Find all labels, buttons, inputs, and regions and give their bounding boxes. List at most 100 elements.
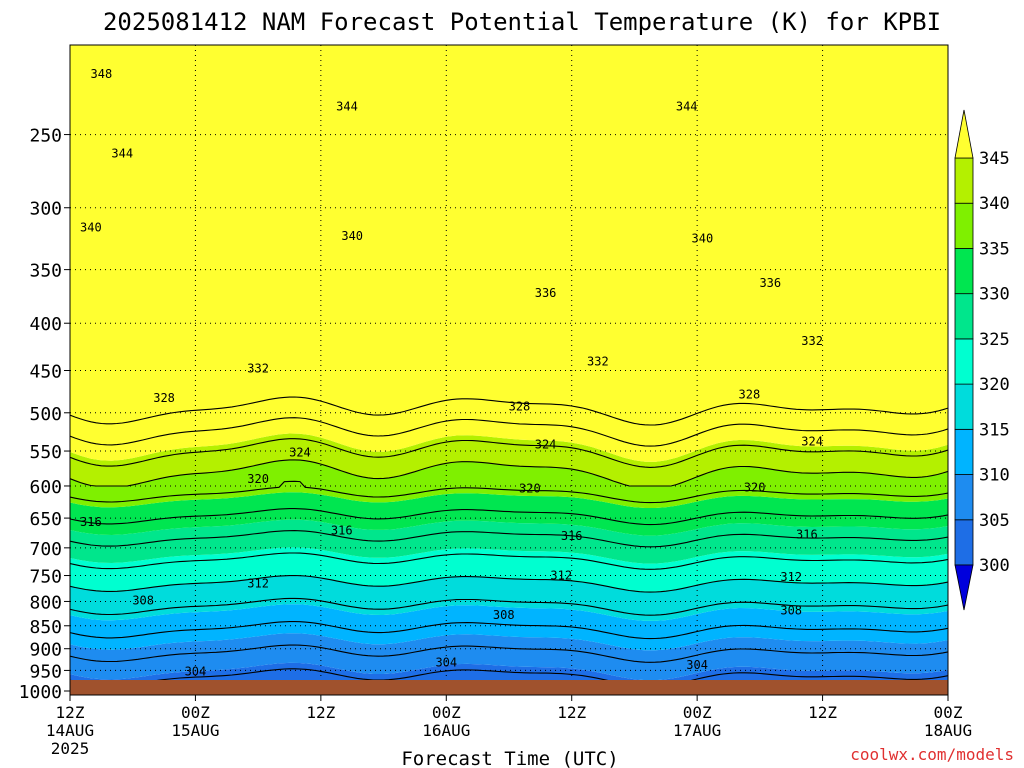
contour-label: 336	[759, 276, 781, 290]
contour-label: 304	[435, 656, 457, 670]
isentrope-324	[70, 552, 948, 570]
contour-label: 312	[780, 570, 802, 584]
colorbar-top-arrow	[954, 109, 974, 159]
y-tick-label: 700	[29, 539, 62, 560]
x-tick-time: 12Z	[557, 703, 586, 722]
contour-label: 336	[535, 286, 557, 300]
colorbar-label: 320	[979, 375, 1010, 395]
band-3	[70, 604, 948, 651]
y-tick-label: 650	[29, 509, 62, 530]
isentrope-lines	[70, 396, 948, 682]
colorbar-label: 335	[979, 239, 1010, 259]
y-tick-label: 450	[29, 361, 62, 382]
contour-label: 316	[331, 523, 353, 537]
band-7	[70, 492, 948, 536]
y-axis: 2503003504004505005506006507007508008509…	[19, 126, 70, 703]
band-8	[70, 459, 948, 508]
isentrope-304	[70, 668, 948, 682]
temperature-bands	[70, 45, 948, 682]
colorbar-label: 330	[979, 285, 1010, 305]
colorbar-segment	[954, 157, 974, 204]
contour-label: 340	[80, 220, 102, 234]
y-tick-label: 850	[29, 617, 62, 638]
contour-label: 312	[247, 576, 269, 590]
y-tick-label: 250	[29, 126, 62, 147]
contour-label: 320	[744, 480, 766, 494]
x-tick-time: 00Z	[934, 703, 963, 722]
contour-label: 344	[111, 146, 133, 160]
y-tick-label: 750	[29, 567, 62, 588]
y-tick-label: 900	[29, 640, 62, 661]
isentrope-316	[70, 597, 948, 616]
x-tick-time: 00Z	[181, 703, 210, 722]
x-axis-title: Forecast Time (UTC)	[401, 748, 618, 768]
contour-label: 328	[739, 388, 761, 402]
y-tick-label: 550	[29, 442, 62, 463]
isentrope-312	[70, 621, 948, 640]
contour-label: 324	[801, 434, 823, 448]
x-tick-time: 12Z	[56, 703, 85, 722]
y-tick-label: 950	[29, 661, 62, 682]
contour-label: 344	[336, 99, 358, 113]
colorbar-label: 315	[979, 420, 1010, 440]
isentrope-352	[70, 396, 948, 426]
y-tick-label: 300	[29, 199, 62, 220]
contour-label: 348	[91, 67, 113, 81]
contour-label: 328	[153, 391, 175, 405]
contour-label: 308	[493, 608, 515, 622]
isentrope-328	[70, 530, 948, 548]
colorbar-label: 300	[979, 556, 1010, 576]
terrain-bar	[70, 680, 948, 695]
colorbar-segment	[954, 428, 974, 475]
colorbar-label: 325	[979, 330, 1010, 350]
isentrope-340	[70, 459, 948, 487]
contour-label: 332	[801, 334, 823, 348]
contour-label: 320	[247, 472, 269, 486]
x-tick-year: 2025	[51, 739, 90, 758]
colorbar-segment	[954, 519, 974, 566]
contour-labels: 348 344 344 344 340 340 340 336 336 332 332 332 328 3…	[80, 67, 823, 679]
isentrope-320	[70, 574, 948, 593]
x-tick-time: 12Z	[306, 703, 335, 722]
colorbar-label: 345	[979, 149, 1010, 169]
contour-label: 324	[535, 437, 557, 451]
isentrope-336	[70, 480, 948, 504]
colorbar-segment	[954, 383, 974, 430]
x-tick-time: 12Z	[808, 703, 837, 722]
band-4	[70, 575, 948, 621]
isentrope-344	[70, 438, 948, 468]
contour-label: 316	[796, 527, 818, 541]
y-tick-label: 400	[29, 314, 62, 335]
colorbar-segment	[954, 338, 974, 385]
contour-label: 344	[676, 99, 698, 113]
contour-label: 304	[185, 665, 207, 679]
contour-label: 340	[341, 229, 363, 243]
contour-label: 340	[692, 232, 714, 246]
contour-label: 316	[561, 529, 583, 543]
band-10	[70, 45, 948, 462]
isentrope-308	[70, 644, 948, 663]
y-tick-label: 500	[29, 404, 62, 425]
x-tick-date: 17AUG	[673, 721, 721, 740]
colorbar: 300 305 310 315 320 325 330 335 340 345	[954, 109, 1010, 611]
contour-label: 308	[132, 593, 154, 607]
x-tick-time: 00Z	[432, 703, 461, 722]
contour-label: 320	[519, 482, 541, 496]
colorbar-segment	[954, 474, 974, 521]
isentrope-348	[70, 417, 948, 447]
y-tick-label: 600	[29, 477, 62, 498]
y-tick-label: 1000	[19, 682, 62, 703]
x-tick-date: 16AUG	[422, 721, 470, 740]
colorbar-segment	[954, 202, 974, 249]
contour-label: 328	[509, 399, 531, 413]
chart-title: 2025081412 NAM Forecast Potential Temper…	[103, 8, 941, 36]
y-tick-label: 350	[29, 261, 62, 282]
contour-label: 312	[550, 569, 572, 583]
isentrope-332	[70, 508, 948, 526]
contour-label: 316	[80, 515, 102, 529]
watermark: coolwx.com/models	[850, 745, 1014, 764]
contour-label: 332	[247, 362, 269, 376]
colorbar-segment	[954, 293, 974, 340]
